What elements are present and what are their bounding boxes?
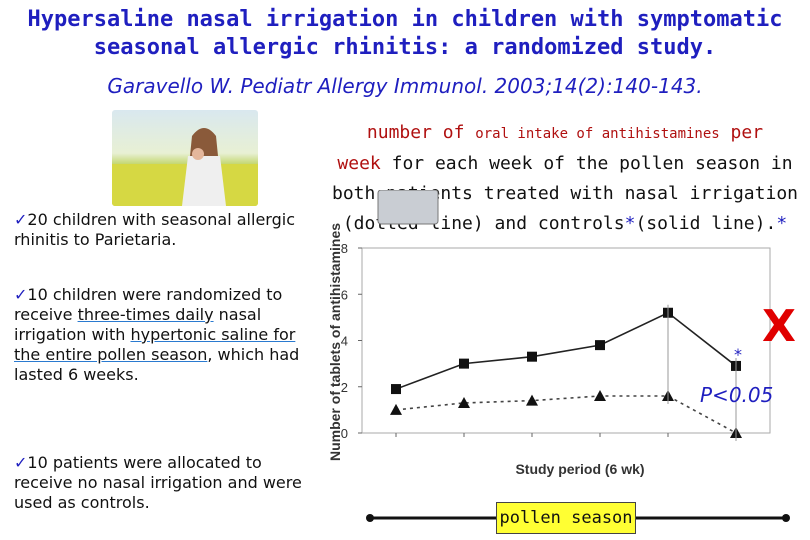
data-point-square [459,358,469,369]
caption-part-2: oral intake of antihistamines [475,126,720,142]
check-icon: ✓ [14,453,28,472]
bullet-2-text-b: nasal irrigation with [14,305,262,344]
bullet-1-text: 20 children with seasonal allergic rhini… [14,210,295,249]
significance-star: * [734,345,742,364]
bullet-2-text-c: , which had lasted 6 weeks. [14,345,300,384]
y-tick-label: 2 [341,380,348,395]
series-line-2 [395,395,737,434]
caption-part-1: number of [366,122,476,143]
timeline-start-dot [366,514,374,522]
x-axis-label: Study period (6 wk) [515,461,644,477]
title-line-1: Hypersaline nasal irrigation in children… [27,7,783,32]
caption-part-3: per [719,122,764,143]
bullet-2-text-a: 10 children were randomized to receive [14,285,283,324]
bullet-3: ✓10 patients were allocated to receive n… [14,453,314,513]
timeline-end-dot [782,514,790,522]
pollen-season-label: pollen season [496,502,636,534]
citation: Garavello W. Pediatr Allergy Immunol. 20… [107,74,703,98]
bullet-2-underline-b: hypertonic saline for the entire pollen … [14,325,296,364]
bullet-2: ✓10 children were randomized to receive … [14,285,314,385]
plot-frame [361,247,771,434]
data-point-triangle [594,390,606,401]
y-axis-label: Number of tablets of antihistamines [327,223,343,461]
plot-area: 0 2 4 6 8 * [341,241,771,441]
y-tick-label: 4 [341,334,348,349]
woman-in-field-photo [112,110,258,206]
bullet-2-underline-a: three-times daily [77,305,214,324]
antihistamine-chart: 0 2 4 6 8 * Number of tablets of antihistamin… [327,190,790,522]
caption-part-5: for each week of the pollen season in bo… [332,153,798,234]
data-point-square [595,340,605,351]
data-point-square [527,351,537,362]
data-point-triangle [526,394,538,406]
y-tick-label: 6 [341,287,348,302]
series-line-1 [395,311,737,390]
caption-part-4: week [337,153,381,174]
title-line-2: seasonal allergic rhinitis: a randomized… [93,35,717,60]
check-icon: ✓ [14,285,28,304]
data-point-triangle [390,403,402,415]
bullet-1: ✓20 children with seasonal allergic rhin… [14,210,314,250]
data-point-square [391,384,401,395]
pill-blister-image [377,190,439,225]
y-tick-label: 0 [341,426,348,441]
caption-part-6: (solid line). [635,213,777,234]
y-tick-label: 8 [341,241,348,256]
check-icon: ✓ [14,210,28,229]
photo-illustration [112,128,258,206]
cross-mark-icon: X [762,301,796,352]
bullet-3-text: 10 patients were allocated to receive no… [14,453,302,512]
caption-star: * [624,213,636,234]
slide-title: Hypersaline nasal irrigation in children… [0,6,810,62]
chart-caption: number of oral intake of antihistamines … [330,118,800,239]
p-value-label: P<0.05 [700,383,774,407]
data-point-triangle [458,396,470,408]
caption-star-2: * [776,213,788,234]
